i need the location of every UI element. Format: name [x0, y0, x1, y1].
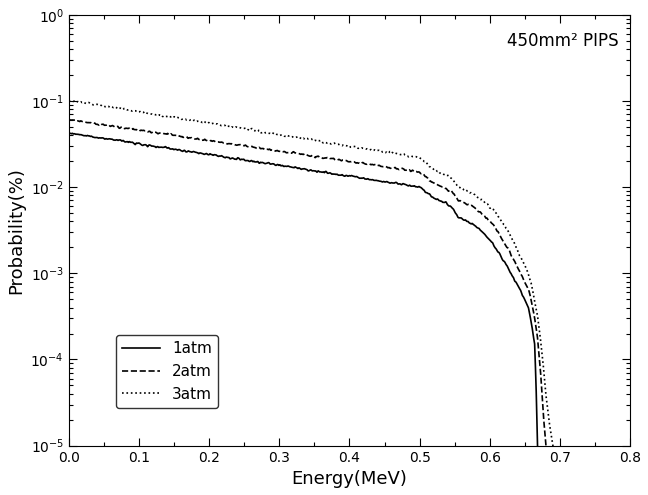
1atm — [167, 146, 175, 152]
2atm — [573, 457, 581, 463]
1atm — [430, 195, 437, 201]
3atm — [626, 456, 634, 462]
2atm — [279, 149, 287, 155]
3atm — [65, 99, 73, 104]
X-axis label: Energy(MeV): Energy(MeV) — [292, 470, 408, 488]
3atm — [592, 457, 599, 463]
1atm — [526, 314, 534, 320]
Text: 450mm² PIPS: 450mm² PIPS — [507, 32, 619, 50]
2atm — [626, 456, 634, 462]
1atm — [279, 163, 287, 169]
Legend: 1atm, 2atm, 3atm: 1atm, 2atm, 3atm — [116, 335, 218, 408]
Y-axis label: Probability(%): Probability(%) — [7, 167, 25, 294]
1atm — [626, 469, 634, 475]
Line: 3atm: 3atm — [69, 100, 630, 460]
3atm — [484, 201, 492, 207]
2atm — [71, 117, 78, 123]
3atm — [402, 152, 410, 158]
2atm — [430, 180, 438, 186]
2atm — [402, 167, 410, 173]
1atm — [65, 130, 73, 136]
1atm — [402, 182, 410, 188]
2atm — [65, 117, 73, 123]
2atm — [167, 131, 175, 137]
Line: 2atm: 2atm — [69, 120, 630, 460]
Line: 1atm: 1atm — [69, 133, 630, 473]
1atm — [555, 470, 562, 476]
3atm — [67, 98, 75, 103]
3atm — [279, 133, 287, 139]
3atm — [526, 278, 534, 284]
3atm — [167, 114, 175, 120]
2atm — [484, 216, 492, 222]
1atm — [483, 235, 491, 241]
2atm — [526, 294, 534, 299]
3atm — [430, 167, 438, 173]
